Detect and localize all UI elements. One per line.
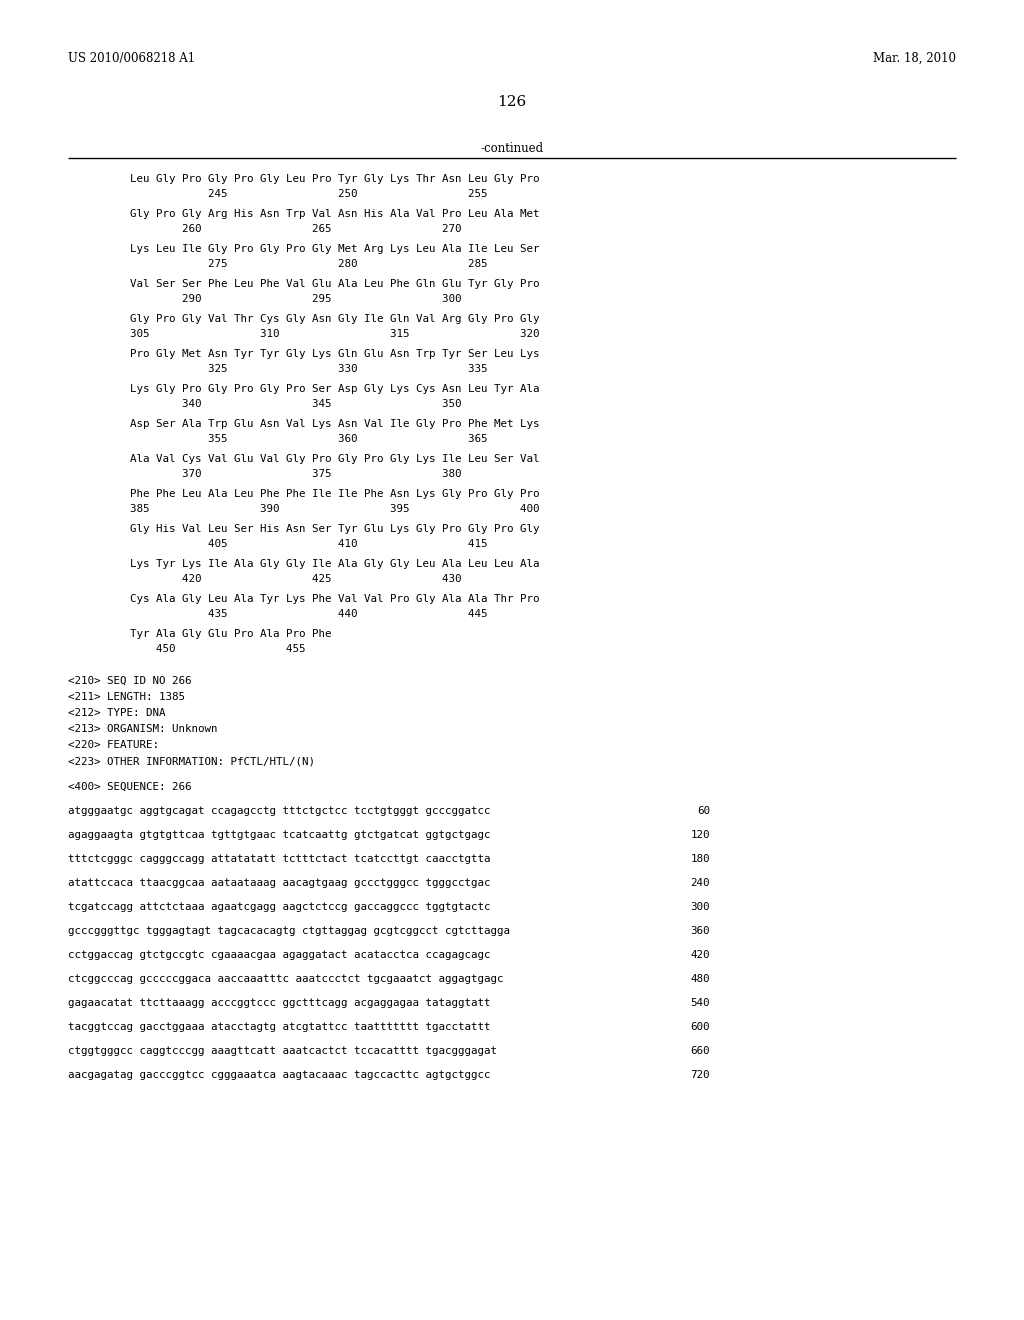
- Text: tacggtccag gacctggaaa atacctagtg atcgtattcc taattttttt tgacctattt: tacggtccag gacctggaaa atacctagtg atcgtat…: [68, 1022, 490, 1032]
- Text: 245                 250                 255: 245 250 255: [130, 189, 487, 199]
- Text: Tyr Ala Gly Glu Pro Ala Pro Phe: Tyr Ala Gly Glu Pro Ala Pro Phe: [130, 630, 332, 639]
- Text: 260                 265                 270: 260 265 270: [130, 224, 462, 234]
- Text: 340                 345                 350: 340 345 350: [130, 399, 462, 409]
- Text: 370                 375                 380: 370 375 380: [130, 469, 462, 479]
- Text: <210> SEQ ID NO 266: <210> SEQ ID NO 266: [68, 676, 191, 686]
- Text: 420                 425                 430: 420 425 430: [130, 574, 462, 583]
- Text: Pro Gly Met Asn Tyr Tyr Gly Lys Gln Glu Asn Trp Tyr Ser Leu Lys: Pro Gly Met Asn Tyr Tyr Gly Lys Gln Glu …: [130, 348, 540, 359]
- Text: 540: 540: [690, 998, 710, 1008]
- Text: cctggaccag gtctgccgtc cgaaaacgaa agaggatact acatacctca ccagagcagc: cctggaccag gtctgccgtc cgaaaacgaa agaggat…: [68, 950, 490, 960]
- Text: atgggaatgc aggtgcagat ccagagcctg tttctgctcc tcctgtgggt gcccggatcc: atgggaatgc aggtgcagat ccagagcctg tttctgc…: [68, 807, 490, 816]
- Text: US 2010/0068218 A1: US 2010/0068218 A1: [68, 51, 196, 65]
- Text: 120: 120: [690, 830, 710, 840]
- Text: <223> OTHER INFORMATION: PfCTL/HTL/(N): <223> OTHER INFORMATION: PfCTL/HTL/(N): [68, 756, 315, 766]
- Text: 450                 455: 450 455: [130, 644, 305, 653]
- Text: tttctcgggc cagggccagg attatatatt tctttctact tcatccttgt caacctgtta: tttctcgggc cagggccagg attatatatt tctttct…: [68, 854, 490, 865]
- Text: 240: 240: [690, 878, 710, 888]
- Text: 290                 295                 300: 290 295 300: [130, 294, 462, 304]
- Text: gcccgggttgc tgggagtagt tagcacacagtg ctgttaggag gcgtcggcct cgtcttagga: gcccgggttgc tgggagtagt tagcacacagtg ctgt…: [68, 927, 510, 936]
- Text: 405                 410                 415: 405 410 415: [130, 539, 487, 549]
- Text: agaggaagta gtgtgttcaa tgttgtgaac tcatcaattg gtctgatcat ggtgctgagc: agaggaagta gtgtgttcaa tgttgtgaac tcatcaa…: [68, 830, 490, 840]
- Text: 600: 600: [690, 1022, 710, 1032]
- Text: Mar. 18, 2010: Mar. 18, 2010: [873, 51, 956, 65]
- Text: Gly His Val Leu Ser His Asn Ser Tyr Glu Lys Gly Pro Gly Pro Gly: Gly His Val Leu Ser His Asn Ser Tyr Glu …: [130, 524, 540, 535]
- Text: 126: 126: [498, 95, 526, 110]
- Text: 385                 390                 395                 400: 385 390 395 400: [130, 504, 540, 513]
- Text: Lys Leu Ile Gly Pro Gly Pro Gly Met Arg Lys Leu Ala Ile Leu Ser: Lys Leu Ile Gly Pro Gly Pro Gly Met Arg …: [130, 244, 540, 253]
- Text: -continued: -continued: [480, 143, 544, 154]
- Text: 325                 330                 335: 325 330 335: [130, 364, 487, 374]
- Text: ctcggcccag gcccccggaca aaccaaatttc aaatccctct tgcgaaatct aggagtgagc: ctcggcccag gcccccggaca aaccaaatttc aaatc…: [68, 974, 504, 983]
- Text: Lys Gly Pro Gly Pro Gly Pro Ser Asp Gly Lys Cys Asn Leu Tyr Ala: Lys Gly Pro Gly Pro Gly Pro Ser Asp Gly …: [130, 384, 540, 393]
- Text: Val Ser Ser Phe Leu Phe Val Glu Ala Leu Phe Gln Glu Tyr Gly Pro: Val Ser Ser Phe Leu Phe Val Glu Ala Leu …: [130, 279, 540, 289]
- Text: Lys Tyr Lys Ile Ala Gly Gly Ile Ala Gly Gly Leu Ala Leu Leu Ala: Lys Tyr Lys Ile Ala Gly Gly Ile Ala Gly …: [130, 558, 540, 569]
- Text: 305                 310                 315                 320: 305 310 315 320: [130, 329, 540, 339]
- Text: Leu Gly Pro Gly Pro Gly Leu Pro Tyr Gly Lys Thr Asn Leu Gly Pro: Leu Gly Pro Gly Pro Gly Leu Pro Tyr Gly …: [130, 174, 540, 183]
- Text: Phe Phe Leu Ala Leu Phe Phe Ile Ile Phe Asn Lys Gly Pro Gly Pro: Phe Phe Leu Ala Leu Phe Phe Ile Ile Phe …: [130, 488, 540, 499]
- Text: atattccaca ttaacggcaa aataataaag aacagtgaag gccctgggcc tgggcctgac: atattccaca ttaacggcaa aataataaag aacagtg…: [68, 878, 490, 888]
- Text: 60: 60: [697, 807, 710, 816]
- Text: Gly Pro Gly Val Thr Cys Gly Asn Gly Ile Gln Val Arg Gly Pro Gly: Gly Pro Gly Val Thr Cys Gly Asn Gly Ile …: [130, 314, 540, 323]
- Text: tcgatccagg attctctaaa agaatcgagg aagctctccg gaccaggccc tggtgtactc: tcgatccagg attctctaaa agaatcgagg aagctct…: [68, 902, 490, 912]
- Text: aacgagatag gacccggtcc cgggaaatca aagtacaaac tagccacttc agtgctggcc: aacgagatag gacccggtcc cgggaaatca aagtaca…: [68, 1071, 490, 1080]
- Text: ctggtgggcc caggtcccgg aaagttcatt aaatcactct tccacatttt tgacgggagat: ctggtgggcc caggtcccgg aaagttcatt aaatcac…: [68, 1045, 497, 1056]
- Text: 720: 720: [690, 1071, 710, 1080]
- Text: <212> TYPE: DNA: <212> TYPE: DNA: [68, 708, 166, 718]
- Text: Gly Pro Gly Arg His Asn Trp Val Asn His Ala Val Pro Leu Ala Met: Gly Pro Gly Arg His Asn Trp Val Asn His …: [130, 209, 540, 219]
- Text: 360: 360: [690, 927, 710, 936]
- Text: gagaacatat ttcttaaagg acccggtccc ggctttcagg acgaggagaa tataggtatt: gagaacatat ttcttaaagg acccggtccc ggctttc…: [68, 998, 490, 1008]
- Text: 355                 360                 365: 355 360 365: [130, 434, 487, 444]
- Text: 480: 480: [690, 974, 710, 983]
- Text: Asp Ser Ala Trp Glu Asn Val Lys Asn Val Ile Gly Pro Phe Met Lys: Asp Ser Ala Trp Glu Asn Val Lys Asn Val …: [130, 418, 540, 429]
- Text: <211> LENGTH: 1385: <211> LENGTH: 1385: [68, 692, 185, 702]
- Text: 300: 300: [690, 902, 710, 912]
- Text: <213> ORGANISM: Unknown: <213> ORGANISM: Unknown: [68, 723, 217, 734]
- Text: Cys Ala Gly Leu Ala Tyr Lys Phe Val Val Pro Gly Ala Ala Thr Pro: Cys Ala Gly Leu Ala Tyr Lys Phe Val Val …: [130, 594, 540, 605]
- Text: Ala Val Cys Val Glu Val Gly Pro Gly Pro Gly Lys Ile Leu Ser Val: Ala Val Cys Val Glu Val Gly Pro Gly Pro …: [130, 454, 540, 465]
- Text: <220> FEATURE:: <220> FEATURE:: [68, 741, 159, 750]
- Text: 420: 420: [690, 950, 710, 960]
- Text: 275                 280                 285: 275 280 285: [130, 259, 487, 269]
- Text: 660: 660: [690, 1045, 710, 1056]
- Text: 180: 180: [690, 854, 710, 865]
- Text: 435                 440                 445: 435 440 445: [130, 609, 487, 619]
- Text: <400> SEQUENCE: 266: <400> SEQUENCE: 266: [68, 781, 191, 792]
